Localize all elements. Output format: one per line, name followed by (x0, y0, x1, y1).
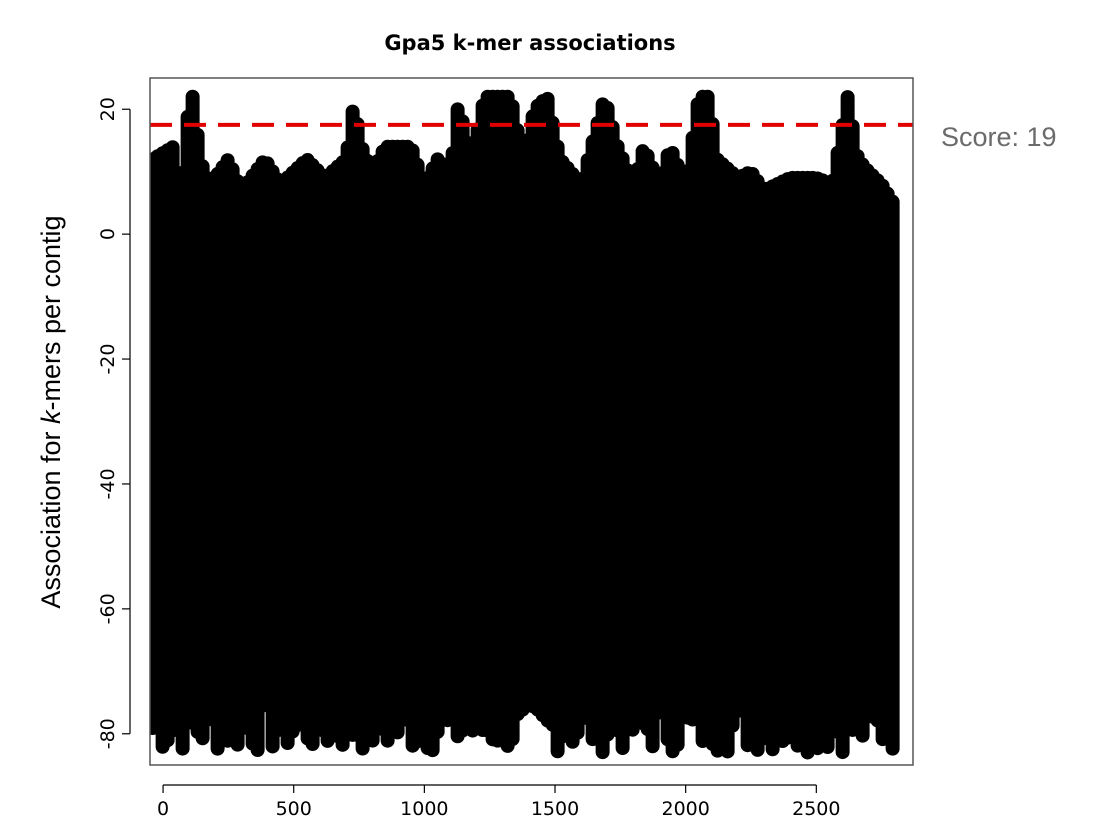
scatter-points (150, 89, 900, 760)
plot-area (149, 77, 914, 766)
x-tick-label: 1000 (400, 798, 448, 820)
x-tick-label: 500 (276, 798, 312, 820)
y-tick-label: -60 (97, 593, 119, 624)
threshold-annotation: Score: 19 (941, 122, 1057, 152)
y-tick-label: -40 (97, 468, 119, 499)
y-axis-label: Association for k-mers per contig (36, 215, 66, 608)
y-tick-label: -20 (97, 344, 119, 375)
x-tick-label: 1500 (531, 798, 579, 820)
x-tick-label: 2000 (661, 798, 709, 820)
chart-title: Gpa5 k-mer associations (384, 31, 675, 55)
x-tick-label: 0 (157, 798, 169, 820)
x-tick-label: 2500 (792, 798, 840, 820)
x-axis: 0 500 1000 1500 2000 2500 (157, 784, 840, 820)
y-tick-label: -80 (97, 718, 119, 749)
y-tick-label: 20 (97, 97, 119, 121)
y-tick-label: 0 (97, 228, 119, 240)
y-axis: -80 -60 -40 -20 0 20 (97, 97, 131, 749)
